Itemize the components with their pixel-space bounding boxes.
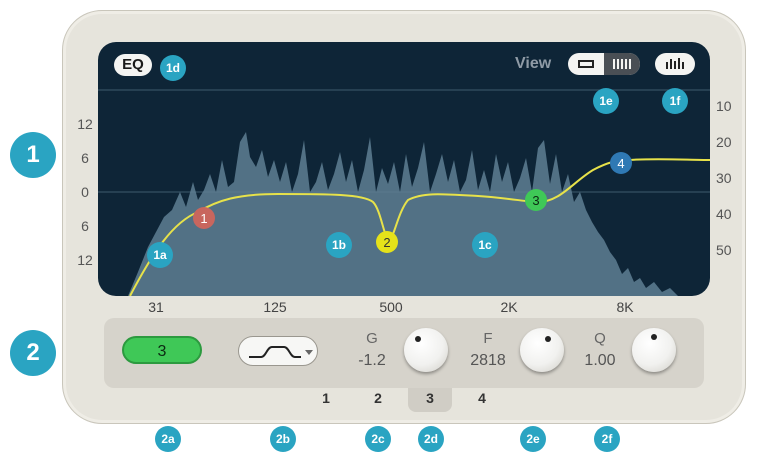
gain-axis-label: 6	[81, 218, 89, 234]
callout-1f: 1f	[662, 88, 688, 114]
callout-2e: 2e	[520, 426, 546, 452]
spectrum-toggle-button[interactable]	[655, 53, 695, 75]
q-value: 1.00	[584, 352, 616, 369]
freq-axis-label: 2K	[500, 299, 518, 315]
band-tab-1[interactable]: 1	[322, 390, 330, 406]
view-label: View	[515, 55, 552, 72]
gain-label: G	[366, 330, 378, 347]
callout-1c: 1c	[472, 232, 498, 258]
gain-axis-label: 6	[81, 150, 89, 166]
gain-axis-label: 0	[81, 184, 89, 200]
q-label: Q	[594, 330, 606, 347]
frequency-label: F	[483, 330, 493, 347]
level-axis-label: 40	[716, 206, 732, 222]
level-axis-label: 20	[716, 134, 732, 150]
q-knob[interactable]	[632, 328, 676, 372]
callout-1a: 1a	[147, 242, 173, 268]
callout-2d: 2d	[418, 426, 444, 452]
freq-axis-label: 125	[263, 299, 287, 315]
band-node-3[interactable]: 3	[525, 189, 547, 211]
freq-axis-label: 500	[379, 299, 403, 315]
gain-value: -1.2	[358, 352, 386, 369]
view-bands-icon[interactable]	[604, 53, 640, 75]
frequency-value: 2818	[470, 352, 506, 369]
band-node-2[interactable]: 2	[376, 231, 398, 253]
freq-axis-label: 31	[148, 299, 164, 315]
callout-2c: 2c	[365, 426, 391, 452]
eq-toggle-button[interactable]: EQ	[114, 54, 152, 76]
eq-response-curve	[129, 158, 710, 296]
filter-shape-icon	[249, 346, 313, 358]
callout-2b: 2b	[270, 426, 296, 452]
freq-axis-label: 8K	[616, 299, 634, 315]
svg-text:3: 3	[532, 193, 539, 208]
view-toggle[interactable]	[568, 53, 640, 75]
callout-1: 1	[10, 132, 56, 178]
band-node-1[interactable]: 1	[193, 207, 215, 229]
band-tab-3[interactable]: 3	[408, 388, 452, 412]
band-tab-4[interactable]: 4	[478, 390, 486, 406]
chevron-down-icon	[305, 350, 313, 355]
callout-2a: 2a	[155, 426, 181, 452]
callout-2f: 2f	[594, 426, 620, 452]
eq-graph-display[interactable]: 1 2 3 4	[98, 42, 710, 296]
level-axis-label: 50	[716, 242, 732, 258]
gain-knob[interactable]	[404, 328, 448, 372]
callout-1d: 1d	[160, 55, 186, 81]
spectrum-bars-icon	[666, 58, 684, 69]
callout-1b: 1b	[326, 232, 352, 258]
frequency-knob[interactable]	[520, 328, 564, 372]
band-select-button[interactable]: 3	[122, 336, 202, 364]
callout-2: 2	[10, 330, 56, 376]
view-single-icon[interactable]	[568, 53, 604, 75]
svg-text:2: 2	[383, 235, 390, 250]
svg-text:1: 1	[200, 211, 207, 226]
gain-axis-label: 12	[77, 116, 93, 132]
svg-text:4: 4	[617, 156, 624, 171]
spectrum-analyzer	[128, 132, 678, 296]
eq-graph-svg: 1 2 3 4	[98, 89, 710, 296]
callout-1e: 1e	[593, 88, 619, 114]
filter-shape-dropdown[interactable]	[238, 336, 318, 366]
gain-axis-label: 12	[77, 252, 93, 268]
level-axis-label: 30	[716, 170, 732, 186]
band-node-4[interactable]: 4	[610, 152, 632, 174]
band-tab-2[interactable]: 2	[374, 390, 382, 406]
level-axis-label: 10	[716, 98, 732, 114]
